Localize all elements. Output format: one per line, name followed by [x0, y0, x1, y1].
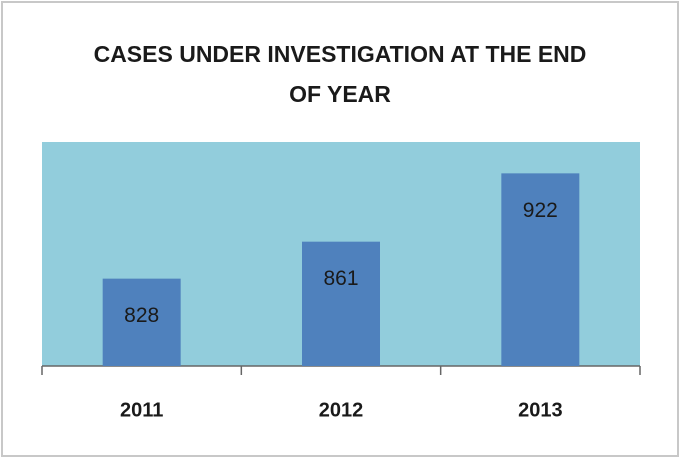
x-tick-label: 2012 [319, 399, 364, 421]
data-label: 861 [323, 267, 358, 290]
bar [302, 241, 380, 366]
chart-title: CASES UNDER INVESTIGATION AT THE END OF … [93, 41, 587, 107]
bar [501, 173, 580, 366]
x-tick-label: 2013 [518, 399, 563, 421]
data-label: 828 [124, 304, 159, 327]
data-label: 922 [523, 199, 558, 222]
x-tick-label: 2011 [120, 399, 163, 421]
bar [102, 278, 181, 366]
